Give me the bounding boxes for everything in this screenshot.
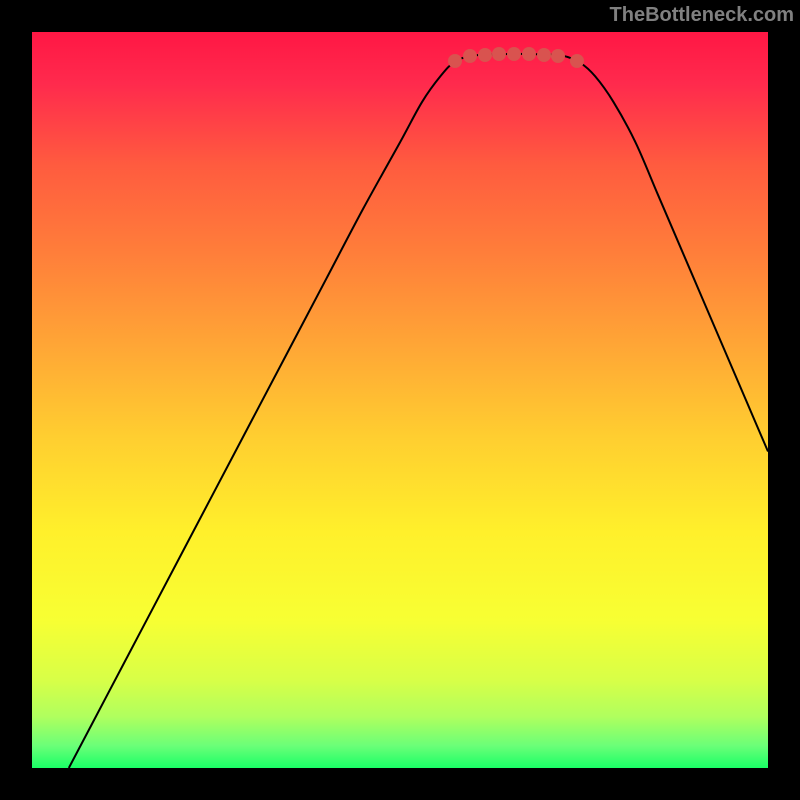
bottleneck-chart bbox=[32, 32, 768, 768]
optimal-point-marker bbox=[478, 48, 492, 62]
optimal-point-marker bbox=[551, 49, 565, 63]
optimal-point-marker bbox=[492, 47, 506, 61]
optimal-point-marker bbox=[537, 48, 551, 62]
optimal-point-marker bbox=[522, 47, 536, 61]
optimal-point-marker bbox=[463, 49, 477, 63]
optimal-point-marker bbox=[448, 54, 462, 68]
bottleneck-curve bbox=[32, 32, 768, 768]
optimal-point-marker bbox=[570, 54, 584, 68]
watermark-text: TheBottleneck.com bbox=[610, 4, 794, 27]
optimal-point-marker bbox=[507, 47, 521, 61]
